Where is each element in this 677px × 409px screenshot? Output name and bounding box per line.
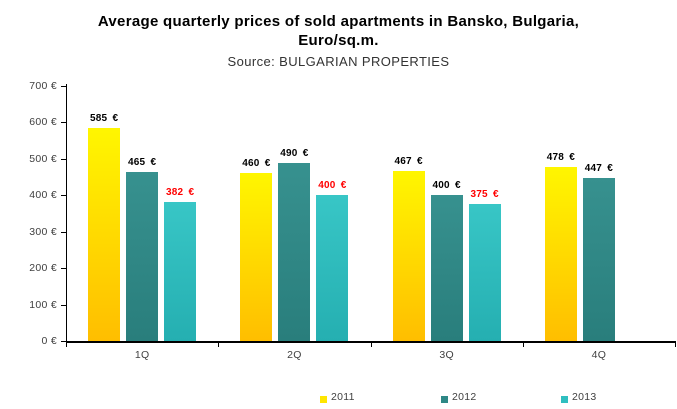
- x-axis-label: 4Q: [591, 349, 607, 361]
- bar-2011-4Q: [544, 166, 577, 341]
- chart-title-line1: Average quarterly prices of sold apartme…: [97, 13, 580, 30]
- bar-2012-4Q: [582, 178, 615, 341]
- y-axis-label: 600 €: [29, 116, 57, 129]
- bar-2012-2Q: [278, 162, 311, 341]
- bar-label-2013-3Q: 375 €: [470, 189, 499, 201]
- x-axis-label: 1Q: [134, 349, 150, 361]
- bar-label-2012-3Q: 400 €: [432, 180, 461, 192]
- x-axis-tick: [370, 341, 372, 347]
- bar-2013-2Q: [316, 195, 349, 341]
- bar-2011-2Q: [240, 173, 273, 341]
- bar-2011-1Q: [88, 127, 121, 341]
- x-axis-tick: [218, 341, 220, 347]
- y-axis-label: 200 €: [29, 262, 57, 275]
- x-axis-tick: [675, 341, 676, 347]
- bar-label-2011-4Q: 478 €: [546, 151, 575, 163]
- bar-label-2011-1Q: 585 €: [90, 112, 119, 124]
- y-axis-label: 300 €: [29, 225, 57, 238]
- legend-label-2012: 2012: [452, 391, 477, 403]
- y-axis-label: 0 €: [41, 335, 57, 347]
- legend-marker-2011: [320, 396, 327, 403]
- legend-marker-2013: [561, 396, 568, 403]
- y-axis-label: 400 €: [29, 189, 57, 202]
- y-axis-tick: [61, 86, 66, 87]
- chart-title-block: Average quarterly prices of sold apartme…: [0, 12, 677, 70]
- legend-label-2011: 2011: [331, 391, 355, 403]
- bar-2013-1Q: [164, 201, 197, 341]
- bar-label-2011-3Q: 467 €: [394, 155, 423, 167]
- bar-2013-3Q: [468, 204, 501, 341]
- legend-label-2013: 2013: [572, 391, 597, 403]
- y-axis-tick: [61, 304, 66, 306]
- chart-source-label: Source: BULGARIAN PROPERTIES: [227, 54, 450, 69]
- y-axis-tick: [61, 341, 66, 342]
- bar-2012-3Q: [430, 195, 463, 341]
- y-axis-label: 700 €: [29, 80, 57, 92]
- y-axis-label: 100 €: [29, 298, 57, 311]
- bar-label-2012-4Q: 447 €: [584, 163, 613, 175]
- bar-label-2012-2Q: 490 €: [280, 147, 309, 159]
- y-axis-line: [66, 84, 67, 346]
- bar-label-2013-2Q: 400 €: [318, 180, 347, 192]
- y-axis-tick: [61, 231, 66, 233]
- y-axis-label: 500 €: [29, 152, 57, 165]
- y-axis-tick: [61, 195, 66, 197]
- x-axis-label: 3Q: [439, 349, 454, 361]
- bar-label-2012-1Q: 465 €: [128, 156, 157, 168]
- y-axis-tick: [61, 122, 66, 124]
- y-axis-tick: [61, 158, 66, 160]
- x-axis-label: 2Q: [287, 349, 302, 361]
- bar-label-2013-1Q: 382 €: [166, 186, 195, 198]
- x-axis-tick: [66, 341, 67, 347]
- legend-marker-2012: [441, 396, 448, 403]
- bar-2011-3Q: [392, 170, 425, 341]
- y-axis-tick: [61, 268, 66, 270]
- chart-title-line2: Euro/sq.m.: [298, 32, 379, 49]
- bar-label-2011-2Q: 460 €: [242, 158, 271, 170]
- x-axis-tick: [522, 341, 524, 347]
- bar-2012-1Q: [126, 171, 159, 341]
